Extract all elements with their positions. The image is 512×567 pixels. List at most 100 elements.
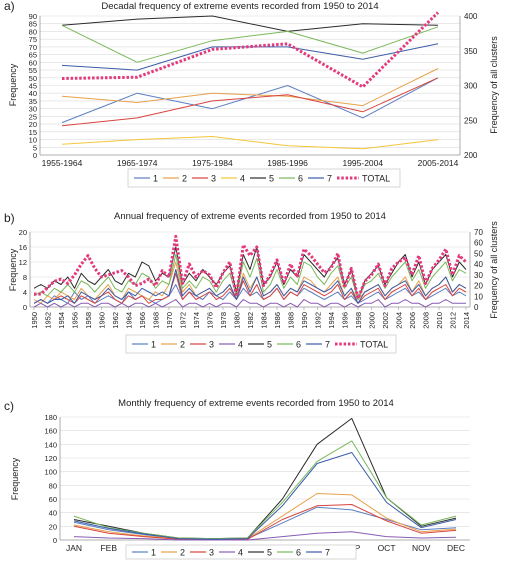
y-tick-label: 85 [29, 20, 37, 29]
legend-entry-6: 6 [298, 174, 303, 184]
x-tick-label: FEB [100, 543, 117, 553]
y-tick-label: 40 [49, 509, 57, 518]
y-tick-label: 80 [29, 27, 37, 36]
x-tick-label: 2014 [462, 312, 471, 329]
x-tick-label: 1994 [327, 312, 336, 329]
y-tick-label: 140 [44, 440, 57, 449]
legend-entry-TOTAL: TOTAL [360, 340, 388, 350]
y-tick-label: 160 [44, 427, 57, 436]
legend-entry-2: 2 [180, 548, 185, 558]
y-tick-label: 20 [49, 522, 57, 531]
y-tick-label: 30 [29, 105, 37, 114]
series-line-total [34, 234, 468, 300]
y-tick-label: 65 [29, 51, 37, 60]
chart-title: Annual frequency of extreme events recor… [114, 211, 386, 222]
series-line-3 [61, 77, 439, 127]
legend: 1 2 3 4 5 6 7 TOTAL [125, 334, 397, 354]
x-tick-label: 1966 [138, 312, 147, 329]
x-tick-label: 1978 [219, 312, 228, 329]
y-tick-label: 45 [29, 82, 37, 91]
series-line-5 [33, 246, 467, 300]
y-tick-label: 20 [19, 228, 27, 237]
x-tick-label: 1955-1964 [42, 158, 83, 168]
legend: 1 2 3 4 5 6 7 TOTAL [127, 168, 401, 188]
series-line-5 [61, 15, 439, 32]
legend-entry-3: 3 [211, 174, 216, 184]
x-tick-label: 1954 [57, 312, 66, 329]
y-tick-label: 60 [49, 495, 57, 504]
chart-panel-2: b) Annual frequency of extreme events rec… [4, 211, 499, 354]
series-line-7 [61, 43, 439, 71]
series-line-3 [73, 504, 457, 540]
panel-label: c) [4, 399, 14, 413]
y-tick-label: 80 [49, 481, 57, 490]
y-tick-label: 0 [33, 151, 37, 160]
x-tick-label: NOV [412, 543, 431, 553]
y-tick-label: 35 [29, 97, 37, 106]
series-line-6 [73, 440, 457, 540]
legend-entry-4: 4 [238, 340, 243, 350]
y2-tick-label: 10 [474, 292, 483, 301]
x-tick-label: 1992 [314, 312, 323, 329]
x-tick-label: 2005-2014 [418, 158, 459, 168]
y-tick-label: 0 [53, 536, 57, 545]
legend-entry-4: 4 [238, 548, 243, 558]
series-line-2 [61, 68, 439, 107]
x-tick-label: 1956 [71, 312, 80, 329]
y-tick-label: 40 [29, 89, 37, 98]
x-tick-label: 2004 [395, 312, 404, 329]
x-tick-label: 1972 [179, 312, 188, 329]
series-line-total [61, 11, 440, 89]
x-tick-label: 1974 [192, 312, 201, 329]
y2-tick-label: 250 [464, 116, 478, 125]
y2-tick-label: 20 [474, 282, 483, 291]
y2-tick-label: 300 [464, 82, 478, 91]
legend-entry-1: 1 [153, 174, 158, 184]
series-line-6 [33, 254, 467, 300]
chart-panel-3: c) Monthly frequency of extreme events re… [4, 398, 470, 560]
y-tick-label: 5 [33, 143, 37, 152]
y2-tick-label: 70 [474, 228, 483, 237]
series-line-1 [61, 77, 439, 124]
y-axis-label: Frequency [10, 457, 20, 500]
y-tick-label: 10 [29, 136, 37, 145]
legend-entry-1: 1 [151, 548, 156, 558]
y-tick-label: 15 [29, 128, 37, 137]
y-tick-label: 8 [23, 273, 27, 282]
x-tick-label: 1962 [111, 312, 120, 329]
y-tick-label: 120 [44, 454, 57, 463]
x-tick-label: OCT [378, 543, 396, 553]
x-tick-label: 1985-1996 [267, 158, 308, 168]
x-tick-label: 2008 [422, 312, 431, 329]
series-line-7 [73, 452, 457, 540]
legend-entry-5: 5 [267, 548, 272, 558]
x-tick-label: 1996 [341, 312, 350, 329]
x-tick-label: 1995-2004 [342, 158, 383, 168]
series-line-4 [73, 531, 457, 541]
x-tick-label: 2002 [381, 312, 390, 329]
y-axis-label: Frequency [8, 63, 18, 106]
legend-entry-5: 5 [267, 340, 272, 350]
series-line-7 [33, 269, 467, 304]
legend-entry-7: 7 [327, 174, 332, 184]
legend-entry-6: 6 [296, 340, 301, 350]
x-tick-label: 1970 [165, 312, 174, 329]
legend-entry-7: 7 [325, 340, 330, 350]
x-tick-label: 1964 [125, 312, 134, 329]
legend-box [125, 544, 357, 560]
x-tick-label: 1984 [260, 312, 269, 329]
y-tick-label: 16 [19, 243, 27, 252]
series-line-6 [61, 24, 439, 63]
series-line-4 [61, 136, 439, 150]
legend-entry-5: 5 [269, 174, 274, 184]
x-tick-label: 1990 [300, 312, 309, 329]
x-tick-label: 1986 [273, 312, 282, 329]
y2-tick-label: 200 [464, 151, 478, 160]
y2-tick-label: 40 [474, 260, 483, 269]
legend-entry-2: 2 [182, 174, 187, 184]
legend: 1 2 3 4 5 6 7 [125, 544, 357, 560]
series-line-3 [33, 272, 467, 304]
x-tick-label: 1982 [246, 312, 255, 329]
legend-entry-7: 7 [325, 548, 330, 558]
